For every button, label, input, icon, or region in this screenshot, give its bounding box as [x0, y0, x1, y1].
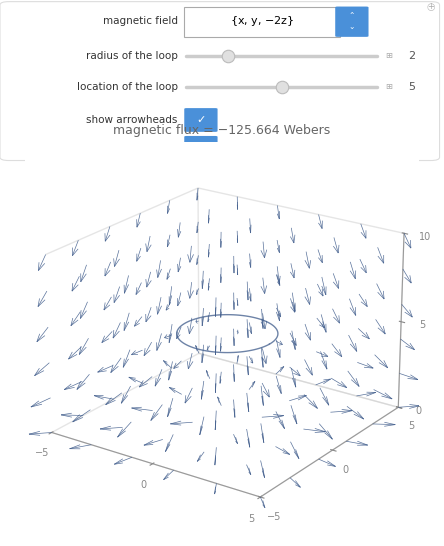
Text: radius of the loop: radius of the loop	[86, 51, 178, 61]
FancyBboxPatch shape	[184, 136, 218, 159]
Text: location of the loop: location of the loop	[77, 82, 178, 92]
Text: ⌃: ⌃	[349, 12, 355, 21]
Text: 2: 2	[408, 51, 416, 61]
Text: ⊞: ⊞	[385, 82, 392, 91]
Text: ⌄: ⌄	[349, 22, 355, 31]
Title: magnetic flux = −125.664 Webers: magnetic flux = −125.664 Webers	[113, 123, 331, 136]
Text: ✓: ✓	[196, 115, 206, 124]
Text: show axes: show axes	[123, 143, 178, 152]
FancyBboxPatch shape	[335, 7, 369, 37]
Text: magnetic field: magnetic field	[103, 16, 178, 26]
FancyBboxPatch shape	[0, 2, 440, 161]
Text: show arrowheads: show arrowheads	[86, 115, 178, 124]
Text: +: +	[427, 2, 434, 11]
Text: ○: ○	[426, 2, 435, 11]
Text: {x, y, $-$2z}: {x, y, $-$2z}	[230, 14, 294, 28]
Text: 5: 5	[408, 82, 416, 92]
FancyBboxPatch shape	[184, 108, 218, 132]
FancyBboxPatch shape	[184, 7, 340, 37]
Text: ⊞: ⊞	[385, 51, 392, 60]
Text: ✓: ✓	[196, 143, 206, 152]
